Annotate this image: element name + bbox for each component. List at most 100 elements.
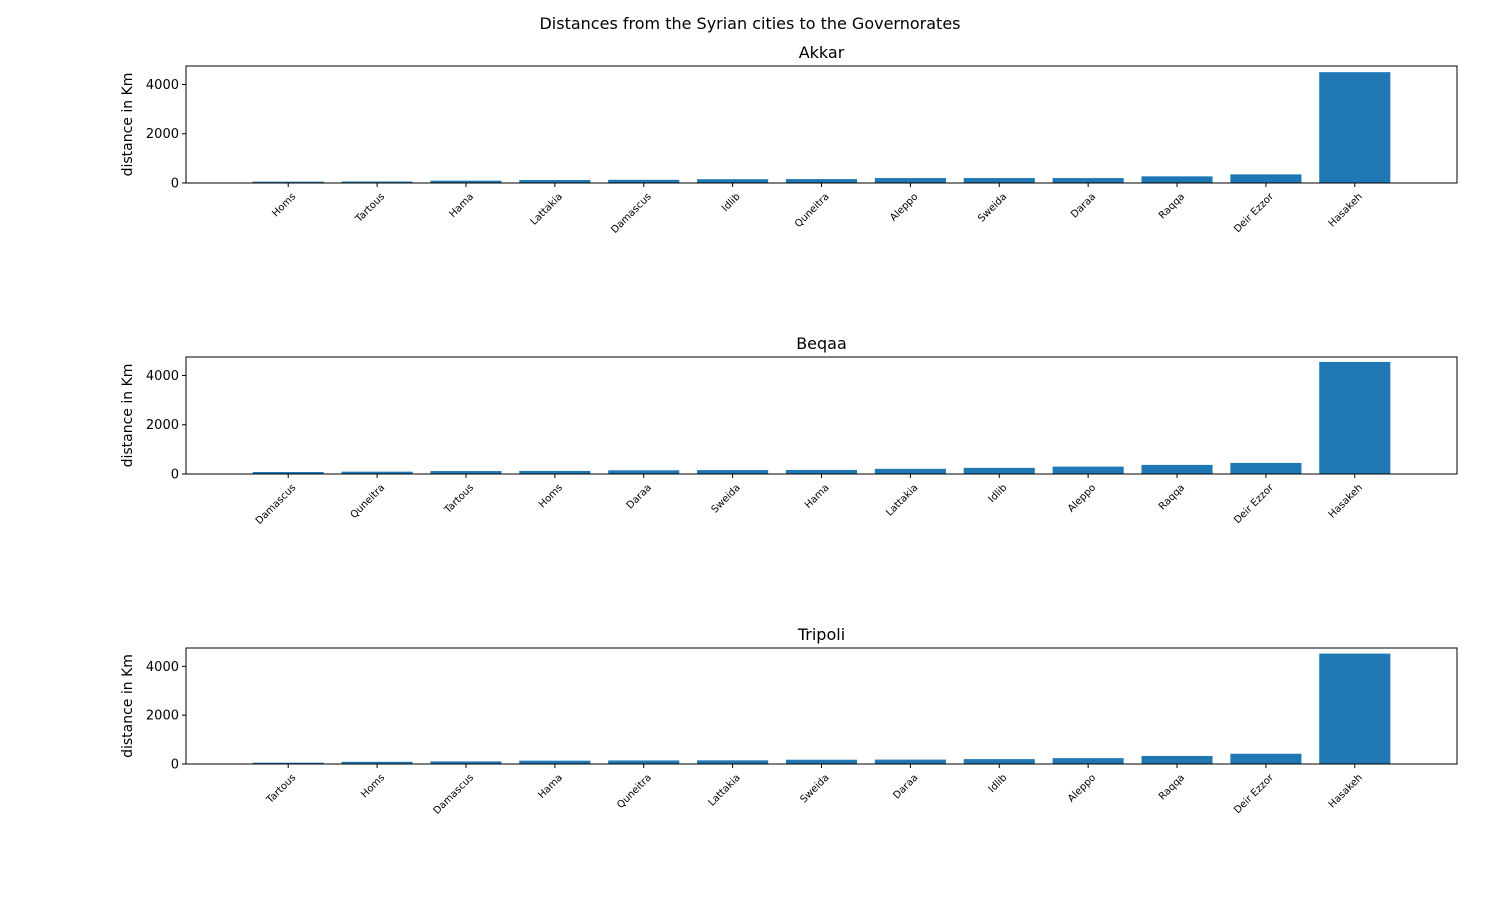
bar-deir-ezzor <box>1230 462 1302 474</box>
y-axis-label: distance in Km <box>120 73 136 177</box>
bar-hama <box>430 180 502 183</box>
x-tick-label: Idlib <box>720 191 743 214</box>
bar-hasakeh <box>1319 653 1391 764</box>
y-axis-label: distance in Km <box>120 364 136 468</box>
x-tick-label: Raqqa <box>1157 772 1187 802</box>
axes-frame <box>185 647 1458 765</box>
x-tick-label: Lattakia <box>706 772 742 808</box>
bar-daraa <box>1052 178 1124 183</box>
subplot-title: Akkar <box>799 43 845 62</box>
x-tick-label: Sweida <box>710 482 743 515</box>
x-tick-label: Lattakia <box>884 482 920 518</box>
x-tick-label: Aleppo <box>1066 772 1098 804</box>
bar-lattakia <box>519 180 591 183</box>
y-tick-label: 4000 <box>146 78 179 93</box>
x-tick-label: Homs <box>537 482 565 510</box>
bar-quneitra <box>341 471 413 474</box>
bar-sweida <box>785 759 858 764</box>
bar-hasakeh <box>1319 361 1391 474</box>
subplot-title: Tripoli <box>797 625 845 644</box>
subplot-akkar: 0 2000 4000 Homs Tartous Hama Lattakia Damascus… <box>120 43 1458 236</box>
subplot-beqaa: 0 2000 4000 Damascus Quneitra Tartous Homs Dara… <box>120 334 1458 527</box>
x-tick-label: Idlib <box>987 482 1010 505</box>
x-tick-label: Daraa <box>891 772 920 801</box>
y-axis-label: distance in Km <box>120 654 136 758</box>
subplot-title: Beqaa <box>796 334 847 353</box>
bar-raqqa <box>1141 464 1213 474</box>
bar-lattakia <box>874 468 946 474</box>
bar-raqqa <box>1141 755 1213 764</box>
y-tick-label: 0 <box>171 758 179 773</box>
x-tick-label: Aleppo <box>888 191 920 223</box>
x-tick-label: Hasakeh <box>1327 191 1365 229</box>
x-tick-label: Aleppo <box>1066 482 1098 514</box>
x-tick-label: Quneitra <box>615 772 654 811</box>
x-tick-label: Idlib <box>987 772 1010 795</box>
x-tick-label: Raqqa <box>1157 482 1187 512</box>
x-tick-label: Deir Ezzor <box>1232 772 1276 816</box>
x-tick-label: Sweida <box>798 772 831 805</box>
bar-idlib <box>697 179 769 183</box>
bar-hama <box>519 760 591 764</box>
x-tick-label: Tartous <box>264 772 298 806</box>
y-tick-label: 2000 <box>146 127 179 142</box>
x-tick-label: Damascus <box>432 772 477 817</box>
bar-daraa <box>874 759 946 764</box>
y-tick-label: 4000 <box>146 660 179 675</box>
x-tick-label: Damascus <box>609 191 654 236</box>
bar-hama <box>785 469 858 474</box>
bar-idlib <box>963 759 1035 764</box>
bar-deir-ezzor <box>1230 174 1302 183</box>
bar-daraa <box>608 470 680 474</box>
x-tick-label: Homs <box>270 191 298 219</box>
subplot-tripoli: 0 2000 4000 Tartous Homs Damascus Hama Quneitra… <box>120 625 1458 817</box>
x-tick-label: Quneitra <box>349 482 388 521</box>
bar-homs <box>252 181 324 183</box>
x-tick-label: Daraa <box>1069 191 1098 220</box>
bar-homs <box>341 761 413 764</box>
bar-quneitra <box>785 179 858 183</box>
bar-quneitra <box>608 760 680 764</box>
bar-sweida <box>697 470 769 474</box>
x-tick-label: Tartous <box>353 191 387 225</box>
bar-damascus <box>252 472 324 474</box>
bar-tartous <box>341 181 413 183</box>
y-tick-label: 4000 <box>146 369 179 384</box>
x-tick-label: Deir Ezzor <box>1232 191 1276 235</box>
figure-title: Distances from the Syrian cities to the … <box>539 14 961 33</box>
bar-damascus <box>430 761 502 764</box>
bar-aleppo <box>874 178 946 183</box>
bar-idlib <box>963 467 1035 474</box>
bar-deir-ezzor <box>1230 753 1302 764</box>
bar-aleppo <box>1052 758 1124 764</box>
bar-tartous <box>430 471 502 474</box>
bar-homs <box>519 470 591 474</box>
x-tick-label: Hasakeh <box>1327 482 1365 520</box>
x-tick-label: Lattakia <box>529 191 565 227</box>
bar-damascus <box>608 179 680 183</box>
bar-aleppo <box>1052 466 1124 474</box>
x-tick-label: Deir Ezzor <box>1232 482 1276 526</box>
x-tick-label: Sweida <box>976 191 1009 224</box>
x-tick-label: Damascus <box>254 482 299 527</box>
bar-sweida <box>963 178 1035 183</box>
x-tick-label: Homs <box>359 772 387 800</box>
bar-tartous <box>252 762 324 764</box>
axes-frame <box>185 356 1458 475</box>
x-tick-label: Hama <box>447 191 476 220</box>
x-tick-label: Daraa <box>625 482 654 511</box>
bar-raqqa <box>1141 176 1213 183</box>
y-tick-label: 2000 <box>146 418 179 433</box>
x-tick-label: Raqqa <box>1157 191 1187 221</box>
x-tick-label: Quneitra <box>793 191 832 230</box>
y-tick-label: 2000 <box>146 709 179 724</box>
x-tick-label: Hasakeh <box>1327 772 1365 810</box>
x-tick-label: Hama <box>803 482 832 511</box>
bar-lattakia <box>697 760 769 764</box>
y-tick-label: 0 <box>171 468 179 483</box>
x-tick-label: Hama <box>536 772 565 801</box>
bar-hasakeh <box>1319 72 1391 183</box>
axes-frame <box>185 65 1458 184</box>
y-tick-label: 0 <box>171 177 179 192</box>
